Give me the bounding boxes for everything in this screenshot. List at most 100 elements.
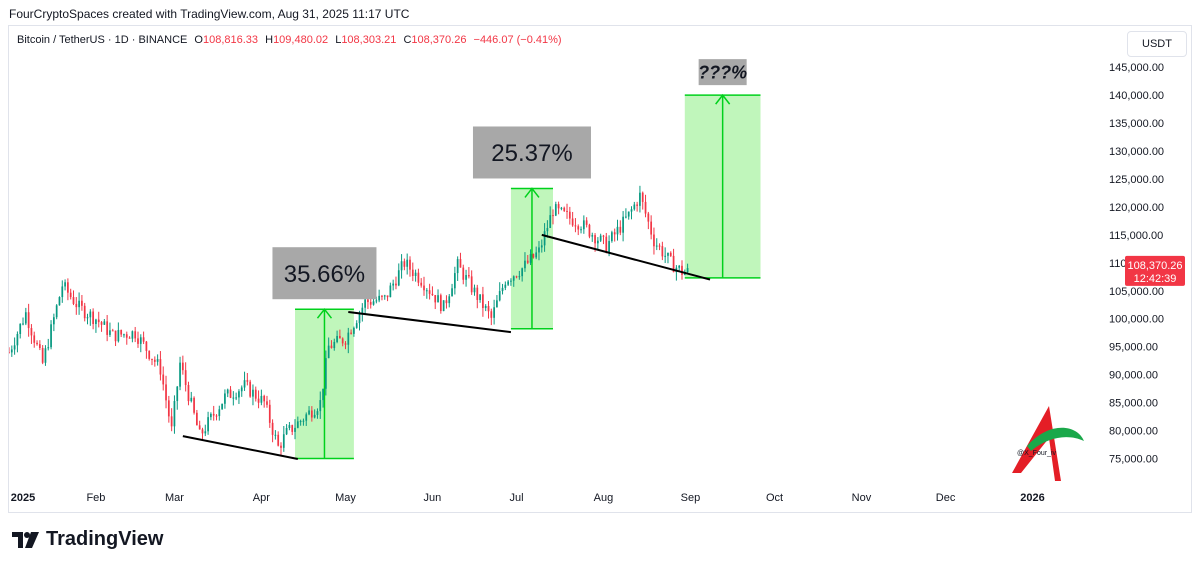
candle-body [162, 374, 165, 385]
currency-button[interactable]: USDT [1127, 31, 1187, 57]
candle-body [372, 301, 375, 305]
candle-body [333, 341, 336, 349]
candle-body [560, 207, 563, 209]
symbol-name[interactable]: Bitcoin / TetherUS · 1D · BINANCE [17, 34, 188, 46]
candle-body [594, 235, 596, 244]
close-label: C [403, 34, 412, 46]
candle-body [285, 428, 288, 435]
candle-body [117, 329, 120, 342]
candle-body [193, 397, 195, 413]
candle-body [305, 414, 308, 421]
candle-body [563, 207, 566, 211]
candle-body [128, 337, 131, 339]
candle-body [226, 389, 229, 394]
candle-body [179, 362, 181, 387]
trendline[interactable] [182, 435, 299, 461]
candle-body [423, 285, 425, 291]
tradingview-logo-icon [12, 531, 39, 548]
candle-body [260, 395, 263, 403]
candle-body [336, 335, 338, 342]
trendline[interactable] [348, 311, 512, 334]
box-arrow-head [524, 187, 540, 198]
candle-body [664, 255, 667, 257]
candle-body [549, 215, 552, 228]
box-arrow-head [715, 93, 731, 105]
candle-body [532, 254, 535, 258]
candle-body [434, 295, 437, 303]
candle-body [608, 241, 610, 253]
candle-body [644, 201, 647, 214]
candle-body [100, 322, 103, 325]
candle-body [282, 434, 285, 448]
chart-caption: FourCryptoSpaces created with TradingVie… [9, 7, 410, 21]
projection-boxes [295, 93, 761, 460]
candle-body [218, 409, 221, 417]
candle-body [229, 389, 232, 398]
y-tick-label: 75,000.00 [1109, 453, 1158, 465]
candle-body [431, 293, 434, 296]
percent-label-box [698, 59, 747, 86]
trendline[interactable] [541, 233, 711, 281]
candle-body [451, 288, 453, 297]
candle-body [232, 397, 235, 399]
candle-body [409, 259, 411, 270]
candle-body [64, 282, 66, 287]
candle-body [33, 335, 36, 343]
open-label: O [194, 34, 203, 46]
candle-body [302, 420, 305, 422]
candle-body [622, 216, 624, 233]
x-tick-label: May [335, 492, 356, 504]
chart-panel[interactable]: 35.66% 25.37%???% 75,000.00 80,000.00 85,00… [8, 25, 1192, 513]
candle-body [653, 234, 655, 247]
trendlines [182, 233, 711, 461]
candle-body [89, 311, 92, 318]
candle-body [577, 226, 580, 230]
candle-body [411, 269, 414, 277]
y-tick-label: 130,000.00 [1109, 146, 1164, 158]
candle-body [439, 295, 442, 312]
candle-body [187, 385, 190, 402]
percent-label-box [472, 126, 591, 179]
candle-body [103, 321, 106, 325]
candle-body [540, 245, 543, 248]
candle-body [184, 370, 187, 386]
candlestick-chart[interactable]: 35.66% 25.37%???% 75,000.00 80,000.00 85,00… [9, 26, 1193, 514]
candle-body [487, 305, 490, 312]
candle-body [52, 317, 55, 325]
candle-body [254, 389, 257, 399]
candle-body [134, 331, 137, 339]
candle-body [67, 282, 69, 293]
open-value: 108,816.33 [202, 34, 259, 46]
candle-body [95, 319, 97, 325]
y-tick-label: 135,000.00 [1109, 118, 1164, 130]
candle-body [13, 345, 16, 350]
candle-body [30, 328, 33, 336]
candle-body [459, 259, 462, 268]
watermark-swoosh-icon [1027, 427, 1084, 451]
symbol-legend: Bitcoin / TetherUS · 1D · BINANCE O108,8… [17, 34, 562, 46]
candle-body [512, 276, 515, 281]
candle-body [148, 350, 151, 359]
low-label: L [335, 34, 342, 46]
watermark-handle: @X_Four_iv [1017, 450, 1057, 457]
candle-body [106, 321, 109, 335]
candle-body [574, 225, 577, 227]
y-tick-label: 105,000.00 [1109, 286, 1164, 298]
candle-body [153, 359, 156, 362]
candle-body [462, 267, 465, 280]
candle-body [367, 299, 369, 303]
candle-body [526, 260, 529, 263]
x-tick-label: Jul [510, 492, 524, 504]
candle-body [266, 401, 268, 405]
candle-body [442, 300, 445, 312]
candle-body [19, 323, 22, 334]
candle-body [296, 421, 299, 428]
y-tick-label: 80,000.00 [1109, 426, 1158, 438]
candle-body [667, 252, 669, 256]
candle-body [448, 296, 451, 304]
candle-body [397, 270, 400, 286]
x-tick-label: 2025 [11, 492, 35, 504]
candle-body [599, 235, 602, 241]
y-tick-label: 115,000.00 [1109, 230, 1163, 242]
candle-body [428, 290, 431, 294]
